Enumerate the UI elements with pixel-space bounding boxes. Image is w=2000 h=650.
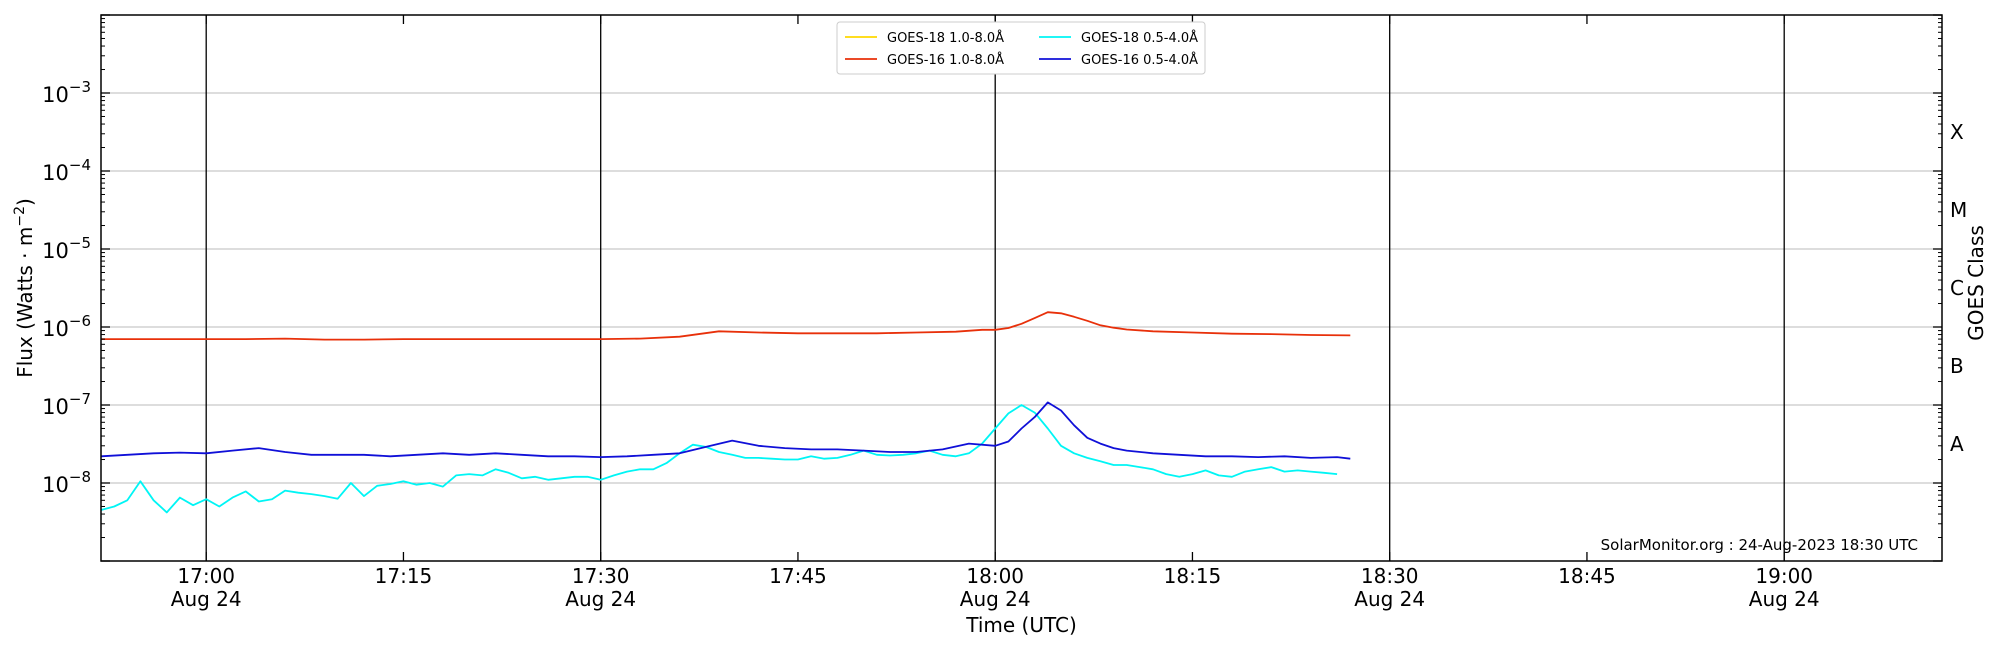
- y-tick-base: 10: [42, 395, 69, 419]
- x-tick-date-label: Aug 24: [1749, 587, 1820, 611]
- goes-class-label: C: [1950, 276, 1964, 300]
- legend-label: GOES-18 1.0-8.0Å: [887, 30, 1004, 46]
- y-tick-exponent: −8: [69, 468, 91, 486]
- y-tick-exponent: −5: [69, 234, 91, 252]
- x-tick-label: 18:30: [1361, 564, 1419, 588]
- y-tick-labels: 10−810−710−610−510−410−3: [42, 78, 91, 497]
- legend-box: [836, 21, 1206, 75]
- x-tick-label: 17:15: [375, 564, 433, 588]
- y-tick-base: 10: [42, 161, 69, 185]
- x-tick-date-label: Aug 24: [565, 587, 636, 611]
- x-tick-date-label: Aug 24: [171, 587, 242, 611]
- x-tick-label: 17:45: [769, 564, 827, 588]
- y-tick-exponent: −4: [69, 156, 91, 174]
- x-tick-label: 18:00: [966, 564, 1024, 588]
- x-tick-label: 18:15: [1164, 564, 1222, 588]
- y-tick-base: 10: [42, 473, 69, 497]
- series-line-3: [100, 401, 1351, 460]
- y-axis-label: Flux (Watts · m−2): [12, 198, 37, 378]
- x-tick-date-label: Aug 24: [960, 587, 1031, 611]
- y-tick-base: 10: [42, 83, 69, 107]
- axis-ticks: [101, 14, 1942, 562]
- goes-class-labels: A B C M X: [1950, 120, 1967, 456]
- goes-class-label: B: [1950, 354, 1964, 378]
- day-markers: [205, 15, 1785, 561]
- series-line-2: [100, 404, 1338, 514]
- goes-class-label: X: [1950, 120, 1964, 144]
- y-tick-label: 10−5: [42, 234, 91, 263]
- goes-class-label: M: [1950, 198, 1967, 222]
- goes-class-axis-label: GOES Class: [1964, 225, 1988, 341]
- plot-frame: [100, 14, 1943, 562]
- series-line-1: [101, 311, 1351, 341]
- legend-label: GOES-16 1.0-8.0Å: [887, 52, 1004, 68]
- goes-class-label: A: [1950, 432, 1964, 456]
- x-tick-date-label: Aug 24: [1354, 587, 1425, 611]
- x-axis-label: Time (UTC): [965, 613, 1077, 637]
- y-tick-base: 10: [42, 317, 69, 341]
- legend-label: GOES-18 0.5-4.0Å: [1081, 30, 1198, 46]
- legend-label: GOES-16 0.5-4.0Å: [1081, 52, 1198, 68]
- x-tick-label: 18:45: [1558, 564, 1616, 588]
- x-tick-label: 17:00: [177, 564, 235, 588]
- series-lines: [100, 311, 1351, 514]
- x-tick-label: 17:30: [572, 564, 630, 588]
- y-tick-label: 10−4: [42, 156, 91, 185]
- y-tick-exponent: −3: [69, 78, 91, 96]
- y-tick-label: 10−3: [42, 78, 91, 107]
- source-annotation: SolarMonitor.org : 24-Aug-2023 18:30 UTC: [1601, 536, 1918, 554]
- y-tick-exponent: −7: [69, 390, 91, 408]
- grid-lines: [101, 92, 1942, 484]
- y-tick-label: 10−7: [42, 390, 91, 419]
- y-tick-label: 10−6: [42, 312, 91, 341]
- y-tick-label: 10−8: [42, 468, 91, 497]
- legend: GOES-18 1.0-8.0Å GOES-16 1.0-8.0Å GOES-18 …: [836, 21, 1206, 75]
- x-tick-label: 19:00: [1755, 564, 1813, 588]
- y-tick-base: 10: [42, 239, 69, 263]
- y-tick-exponent: −6: [69, 312, 91, 330]
